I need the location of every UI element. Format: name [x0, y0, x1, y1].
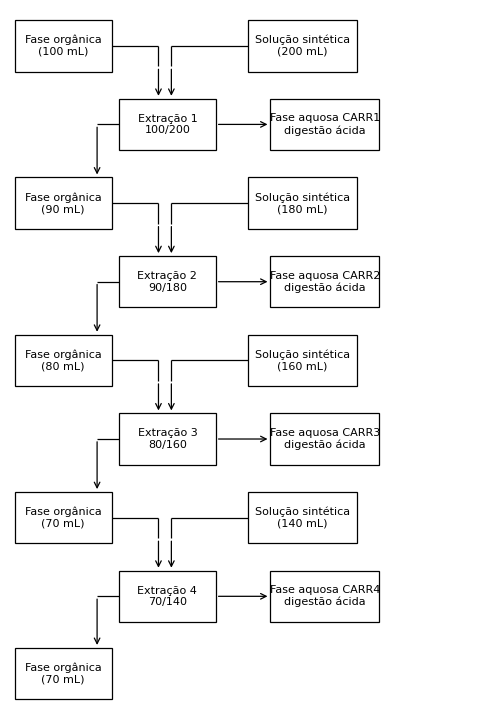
Text: Fase orgânica
(90 mL): Fase orgânica (90 mL): [25, 192, 102, 214]
FancyBboxPatch shape: [270, 256, 379, 307]
FancyBboxPatch shape: [15, 648, 112, 699]
FancyBboxPatch shape: [119, 256, 216, 307]
FancyBboxPatch shape: [248, 335, 357, 386]
Text: Extração 3
80/160: Extração 3 80/160: [137, 428, 197, 450]
FancyBboxPatch shape: [248, 20, 357, 72]
FancyBboxPatch shape: [15, 335, 112, 386]
Text: Fase orgânica
(70 mL): Fase orgânica (70 mL): [25, 507, 102, 528]
Text: Fase orgânica
(100 mL): Fase orgânica (100 mL): [25, 35, 102, 56]
Text: Solução sintética
(180 mL): Solução sintética (180 mL): [255, 192, 350, 214]
Text: Fase aquosa CARR4
digestão ácida: Fase aquosa CARR4 digestão ácida: [270, 585, 380, 608]
FancyBboxPatch shape: [270, 413, 379, 465]
FancyBboxPatch shape: [270, 571, 379, 622]
FancyBboxPatch shape: [248, 492, 357, 543]
FancyBboxPatch shape: [119, 571, 216, 622]
Text: Extração 1
100/200: Extração 1 100/200: [137, 114, 197, 135]
Text: Solução sintética
(160 mL): Solução sintética (160 mL): [255, 350, 350, 371]
Text: Fase aquosa CARR3
digestão ácida: Fase aquosa CARR3 digestão ácida: [270, 428, 380, 450]
Text: Solução sintética
(140 mL): Solução sintética (140 mL): [255, 507, 350, 528]
Text: Fase orgânica
(70 mL): Fase orgânica (70 mL): [25, 663, 102, 684]
FancyBboxPatch shape: [270, 99, 379, 150]
Text: Extração 4
70/140: Extração 4 70/140: [137, 586, 197, 607]
FancyBboxPatch shape: [15, 20, 112, 72]
Text: Fase aquosa CARR1
digestão ácida: Fase aquosa CARR1 digestão ácida: [270, 113, 380, 136]
Text: Fase aquosa CARR2
digestão ácida: Fase aquosa CARR2 digestão ácida: [270, 270, 380, 293]
FancyBboxPatch shape: [119, 413, 216, 465]
FancyBboxPatch shape: [15, 492, 112, 543]
Text: Fase orgânica
(80 mL): Fase orgânica (80 mL): [25, 350, 102, 371]
Text: Extração 2
90/180: Extração 2 90/180: [137, 271, 197, 292]
FancyBboxPatch shape: [119, 99, 216, 150]
FancyBboxPatch shape: [15, 177, 112, 229]
FancyBboxPatch shape: [248, 177, 357, 229]
Text: Solução sintética
(200 mL): Solução sintética (200 mL): [255, 35, 350, 56]
